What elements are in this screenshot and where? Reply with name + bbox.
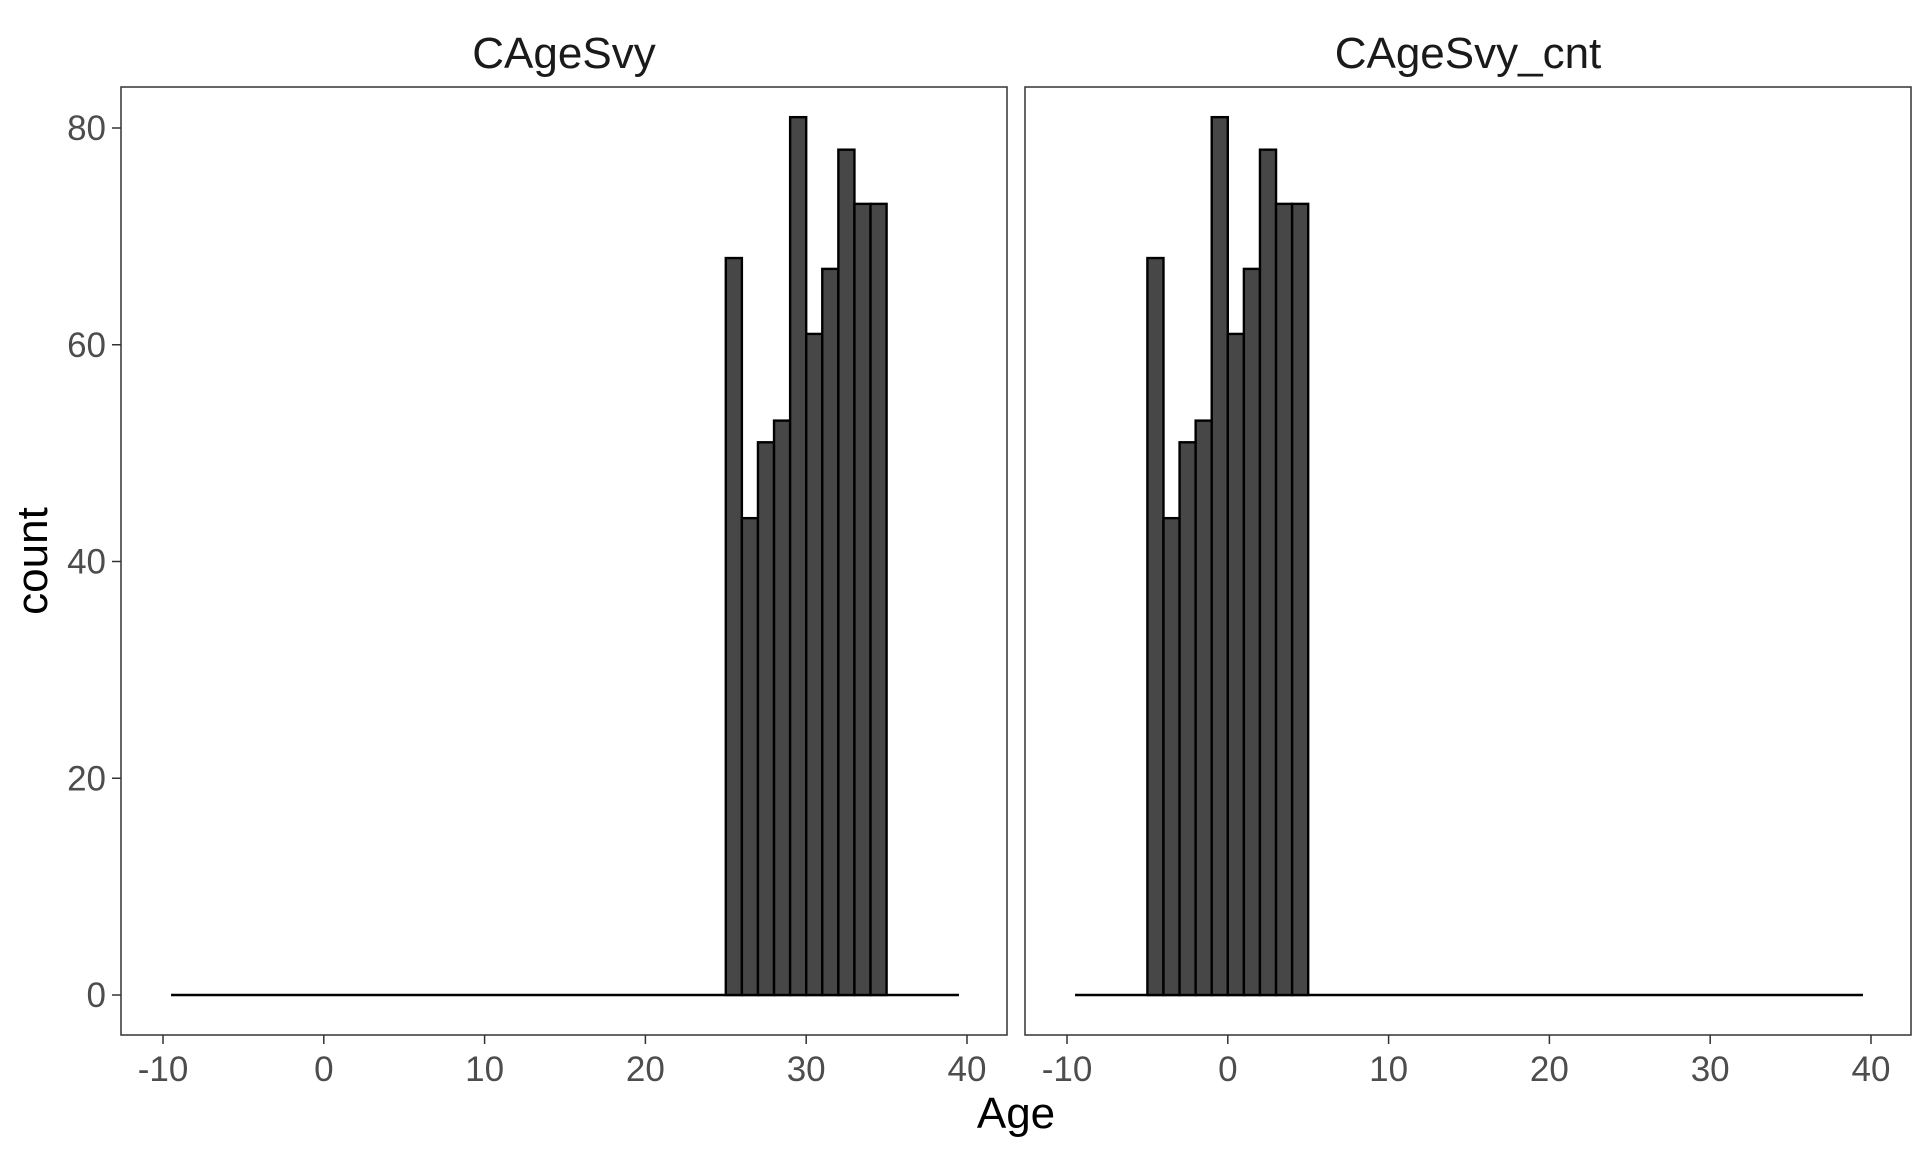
- histogram-bar: [756, 441, 776, 997]
- x-tick-label: 20: [1530, 1050, 1569, 1089]
- histogram-bar: [853, 202, 872, 997]
- panel-border: [1024, 86, 1912, 1036]
- histogram-bar: [1258, 148, 1278, 997]
- histogram-bar: [1146, 256, 1165, 997]
- x-tick-label: -10: [1042, 1050, 1093, 1089]
- histogram-bar: [821, 267, 840, 997]
- y-tick-label: 40: [67, 543, 106, 582]
- y-tick-label: 60: [67, 326, 106, 365]
- facet-panels: CAgeSvy -10 0 10 20 30 40 0 20 40 60 80 CAgeSvy_cnt -…: [67, 29, 1912, 1089]
- histogram-bar: [1194, 419, 1213, 997]
- x-tick-label: -10: [138, 1050, 189, 1089]
- x-tick-label: 10: [1369, 1050, 1408, 1089]
- histogram-bar: [1290, 202, 1310, 997]
- y-axis-title: count: [8, 507, 57, 615]
- histogram-bar: [1210, 115, 1229, 997]
- x-tick-label: 0: [1218, 1050, 1237, 1089]
- histogram-bar: [788, 115, 808, 997]
- facet-title: CAgeSvy: [472, 29, 655, 78]
- x-tick-label: 40: [1852, 1050, 1891, 1089]
- histogram-bar: [724, 256, 744, 997]
- histogram-bar: [1274, 202, 1294, 997]
- histogram-bar: [740, 516, 760, 997]
- x-tick-label: 30: [1691, 1050, 1730, 1089]
- y-tick-label: 20: [67, 759, 106, 798]
- x-tick-label: 30: [787, 1050, 826, 1089]
- histogram-bar: [1178, 441, 1197, 997]
- facet-panel-1: CAgeSvy -10 0 10 20 30 40 0 20 40 60 80: [67, 29, 1008, 1089]
- histogram-bar: [1226, 332, 1246, 997]
- x-tick-label: 20: [626, 1050, 665, 1089]
- histogram-bar: [805, 332, 824, 997]
- y-tick-label: 0: [87, 976, 106, 1015]
- x-tick-label: 10: [465, 1050, 504, 1089]
- x-axis-title: Age: [977, 1089, 1055, 1138]
- facet-panel-2: CAgeSvy_cnt -10 0 10 20 30 40: [1024, 29, 1912, 1089]
- y-tick-label: 80: [67, 109, 106, 148]
- histogram-bar: [1242, 267, 1262, 997]
- facet-title: CAgeSvy_cnt: [1335, 29, 1602, 78]
- histogram-bar: [869, 202, 888, 997]
- x-tick-label: 40: [948, 1050, 987, 1089]
- x-tick-label: 0: [314, 1050, 333, 1089]
- histogram-bar: [772, 419, 792, 997]
- histogram-bar: [837, 148, 856, 997]
- histogram-bar: [1162, 516, 1181, 997]
